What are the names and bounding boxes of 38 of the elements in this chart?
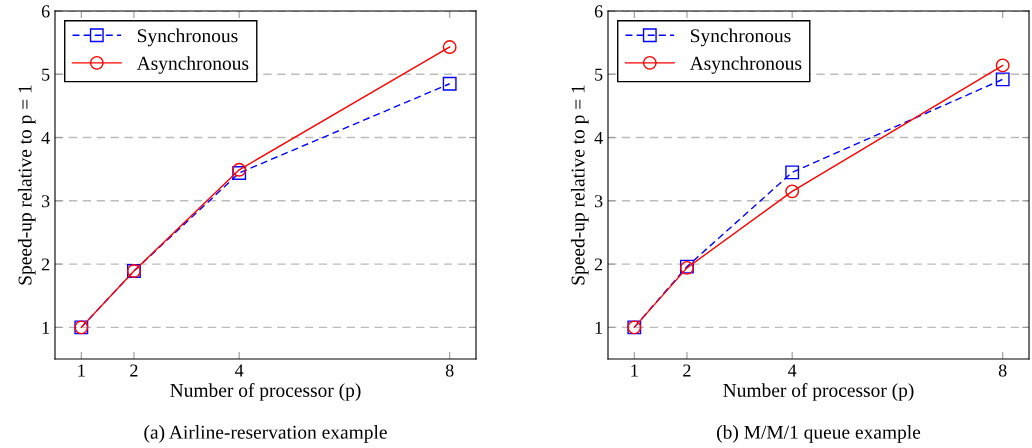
y-tick-label: 5 xyxy=(595,68,603,81)
x-tick-label: 1 xyxy=(631,364,638,377)
x-tick-label: 4 xyxy=(788,364,797,377)
x-tick-label: 2 xyxy=(130,364,138,377)
y-axis-title: Speed-up relative to p = 1 xyxy=(570,85,589,285)
legend-label: Synchronous xyxy=(137,28,238,47)
x-tick-label: 8 xyxy=(445,364,454,377)
legend-label: Synchronous xyxy=(690,28,791,47)
point xyxy=(442,40,457,55)
y-tick-label: 5 xyxy=(42,68,50,81)
x-tick-label: 2 xyxy=(683,364,691,377)
x-tick-label: 8 xyxy=(998,364,1007,377)
legend-label: Asynchronous xyxy=(689,56,802,74)
x-tick-label: 1 xyxy=(78,364,85,377)
y-tick-label: 3 xyxy=(41,195,50,208)
y-tick-label: 2 xyxy=(41,258,50,271)
text: (b) M/M/1 queue example xyxy=(717,425,921,443)
y-tick-label: 3 xyxy=(594,195,603,208)
point xyxy=(785,184,800,199)
y-axis-title: Speed-up relative to p = 1 xyxy=(17,85,36,285)
y-tick-label: 2 xyxy=(594,258,603,271)
x-axis-title: Number of processor (p) xyxy=(170,383,361,401)
y-tick-label: 4 xyxy=(594,131,603,144)
point xyxy=(785,165,800,180)
text: (a) Airline-reservation example xyxy=(144,425,387,443)
y-tick-label: 1 xyxy=(595,321,603,334)
x-tick-label: 4 xyxy=(235,364,244,377)
legend-label: Asynchronous xyxy=(136,56,249,74)
point xyxy=(442,76,457,91)
point xyxy=(232,166,247,180)
y-tick-label: 1 xyxy=(42,321,50,334)
x-axis-title: Number of processor (p) xyxy=(723,383,914,401)
point xyxy=(232,162,247,177)
point xyxy=(995,58,1010,73)
point xyxy=(995,72,1010,87)
y-tick-label: 4 xyxy=(41,131,50,144)
y-tick-label: 6 xyxy=(41,5,50,18)
y-tick-label: 6 xyxy=(594,5,603,18)
